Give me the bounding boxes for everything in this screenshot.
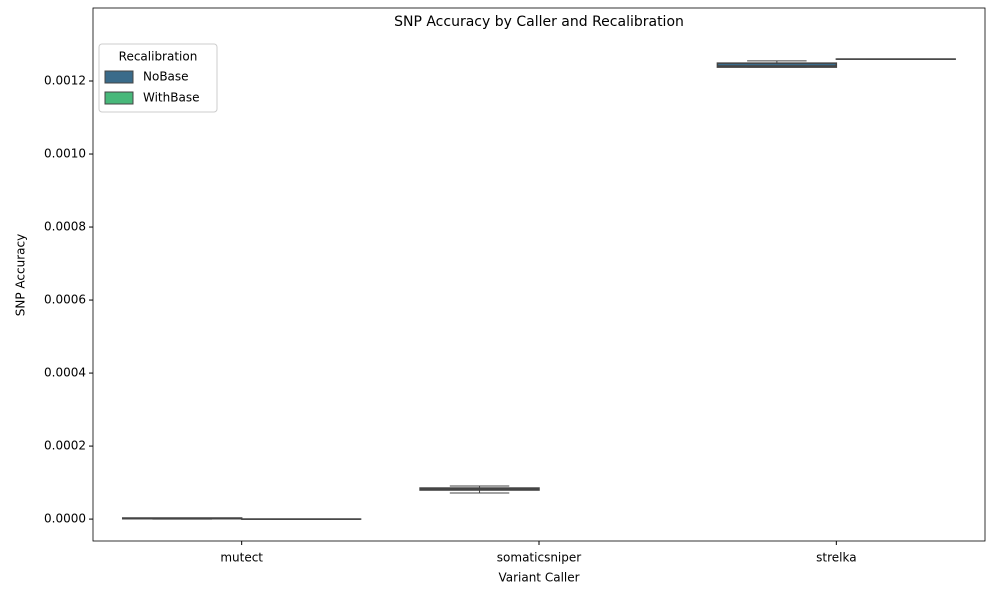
legend-label: NoBase (143, 70, 189, 84)
y-tick-label: 0.0004 (44, 366, 86, 380)
legend-swatch (105, 71, 133, 83)
x-tick-label: mutect (220, 551, 263, 565)
plot-frame (93, 8, 985, 541)
y-axis-label: SNP Accuracy (14, 234, 28, 316)
y-tick-label: 0.0012 (44, 74, 86, 88)
y-tick-label: 0.0000 (44, 512, 86, 526)
legend-swatch (105, 92, 133, 104)
y-tick-label: 0.0002 (44, 439, 86, 453)
legend-label: WithBase (143, 91, 199, 105)
x-tick-label: strelka (816, 551, 856, 565)
x-axis-label: Variant Caller (498, 571, 579, 585)
x-tick-label: somaticsniper (497, 551, 581, 565)
chart-title: SNP Accuracy by Caller and Recalibration (394, 14, 684, 30)
legend-title: Recalibration (119, 50, 198, 64)
y-tick-label: 0.0006 (44, 293, 86, 307)
y-tick-label: 0.0010 (44, 147, 86, 161)
y-tick-label: 0.0008 (44, 220, 86, 234)
